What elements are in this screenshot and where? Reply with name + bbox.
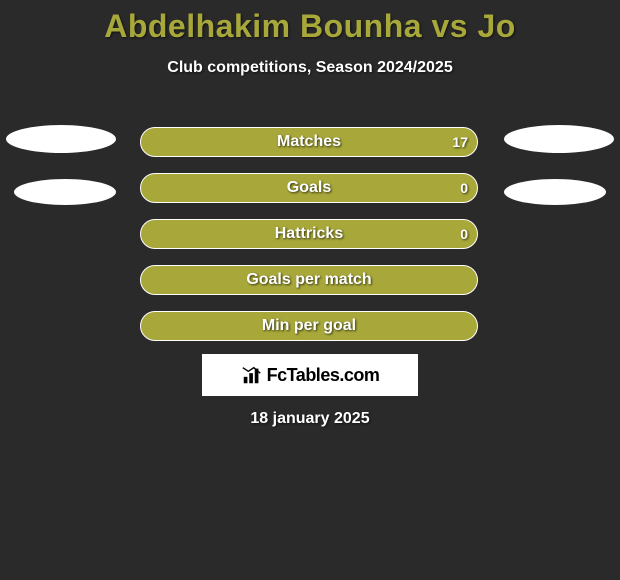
stat-row: Goals per match	[0, 256, 620, 302]
stat-bar	[140, 173, 478, 203]
page-title: Abdelhakim Bounha vs Jo	[0, 0, 620, 45]
stat-row: Min per goal	[0, 302, 620, 348]
stat-value: 0	[460, 173, 468, 203]
stats-bars: Matches 17 Goals 0 Hattricks 0 Goals per…	[0, 118, 620, 348]
stat-row: Matches 17	[0, 118, 620, 164]
bar-chart-icon	[241, 364, 263, 386]
brand-text: FcTables.com	[267, 365, 380, 386]
stat-bar	[140, 265, 478, 295]
stat-bar	[140, 311, 478, 341]
stat-value: 0	[460, 219, 468, 249]
stat-bar	[140, 127, 478, 157]
stat-bar	[140, 219, 478, 249]
date-text: 18 january 2025	[0, 410, 620, 428]
stat-row: Hattricks 0	[0, 210, 620, 256]
brand-box: FcTables.com	[202, 354, 418, 396]
stat-row: Goals 0	[0, 164, 620, 210]
subtitle: Club competitions, Season 2024/2025	[0, 59, 620, 77]
stat-value: 17	[452, 127, 468, 157]
